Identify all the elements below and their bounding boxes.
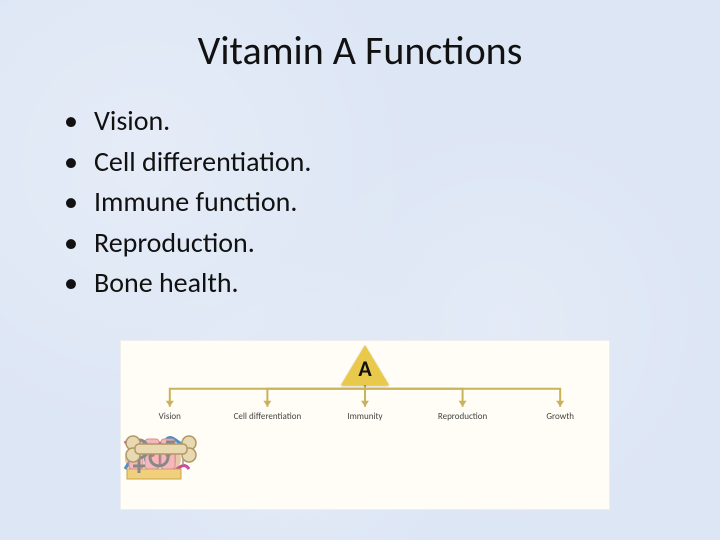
- branch-label: Reproduction: [414, 411, 512, 422]
- list-item: Cell differentiation.: [64, 142, 680, 183]
- page-title: Vitamin A Functions: [40, 26, 680, 75]
- branch-label: Cell differentiation: [219, 411, 317, 422]
- branch-label: Vision: [121, 411, 219, 422]
- bullet-list: Vision. Cell differentiation. Immune fun…: [64, 101, 680, 304]
- list-item: Reproduction.: [64, 223, 680, 264]
- bone-icon: [511, 429, 609, 499]
- functions-diagram: A Vision Cell differentiation Immunity R…: [120, 340, 610, 510]
- list-item: Vision.: [64, 101, 680, 142]
- cells-icon: [316, 429, 414, 499]
- list-item: Immune function.: [64, 182, 680, 223]
- root-label: A: [341, 355, 389, 382]
- branch-label: Growth: [511, 411, 609, 422]
- list-item: Bone health.: [64, 263, 680, 304]
- dna-icon: [219, 429, 317, 499]
- branch-label: Immunity: [316, 411, 414, 422]
- root-node: A: [341, 345, 389, 387]
- gender-icon: [414, 429, 512, 499]
